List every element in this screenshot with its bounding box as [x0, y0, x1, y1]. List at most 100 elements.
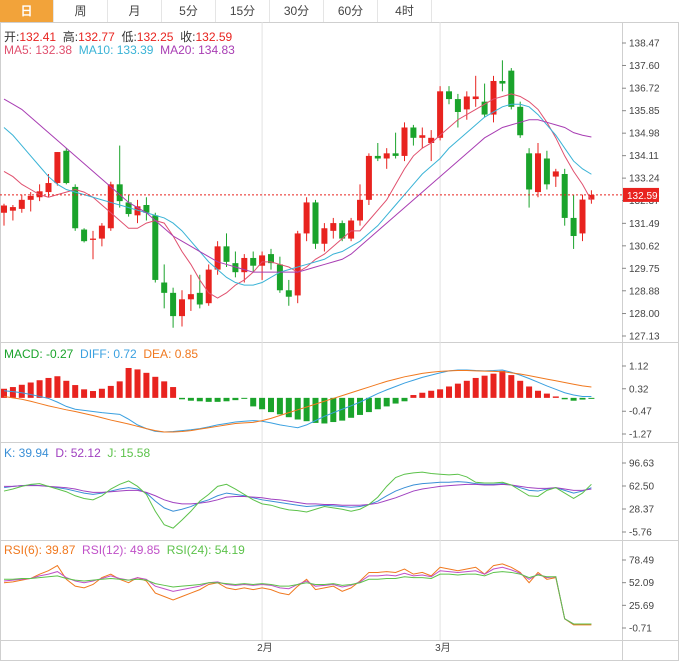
macd-bar	[170, 387, 177, 398]
last-price-tag	[623, 187, 659, 202]
low-value: 132.25	[136, 30, 174, 44]
candle-body	[196, 292, 203, 305]
candle-body	[98, 225, 105, 239]
tab-2[interactable]: 月	[108, 0, 162, 22]
candle-body	[45, 183, 52, 193]
candle-body	[348, 220, 355, 239]
j-line	[3, 471, 592, 529]
tab-0[interactable]: 日	[0, 0, 54, 22]
candle-body	[9, 207, 16, 211]
macd-bar	[552, 396, 559, 398]
candle-body	[481, 101, 488, 115]
macd-bar	[543, 393, 550, 398]
y-tick-label: 78.49	[629, 556, 654, 567]
k-label: K: 39.94	[4, 446, 49, 460]
tab-7[interactable]: 4时	[378, 0, 432, 22]
candle-body	[419, 135, 426, 138]
candle-body	[152, 215, 159, 280]
y-tick-label: 137.60	[629, 61, 660, 72]
y-tick-label: 128.88	[629, 286, 660, 297]
macd-bar	[107, 385, 114, 398]
macd-bar	[517, 380, 524, 398]
y-tick-label: 130.62	[629, 241, 660, 252]
y-tick-label: 136.72	[629, 84, 660, 95]
macd-bar	[374, 397, 381, 410]
macd-bar	[214, 397, 221, 402]
macd-bar	[36, 380, 43, 398]
y-tick-label: 133.24	[629, 174, 660, 185]
macd-bar	[330, 397, 337, 423]
candle-body	[330, 223, 337, 231]
candle-body	[428, 137, 435, 143]
close-value: 132.59	[195, 30, 233, 44]
ma10-line	[3, 103, 592, 286]
macd-bar	[508, 375, 515, 398]
y-tick-label: 129.75	[629, 264, 660, 275]
y-tick-label: -0.47	[629, 407, 652, 418]
macd-bar	[187, 397, 194, 401]
d-label: D: 52.12	[55, 446, 101, 460]
macd-bar	[179, 397, 185, 400]
macd-bar	[535, 390, 541, 398]
open-value: 132.41	[19, 30, 57, 44]
candle-body	[570, 217, 577, 237]
tab-6[interactable]: 60分	[324, 0, 378, 22]
candle-body	[357, 199, 363, 221]
tab-3[interactable]: 5分	[162, 0, 216, 22]
candle-body	[72, 186, 79, 229]
diff-label: DIFF: 0.72	[80, 347, 137, 361]
macd-bar	[134, 369, 141, 398]
low-label: 低:	[121, 30, 137, 44]
candle-body	[588, 194, 595, 200]
candle-body	[232, 263, 239, 273]
candle-body	[250, 257, 257, 266]
y-tick-label: 1.12	[629, 362, 649, 373]
y-tick-label: 131.49	[629, 219, 660, 230]
macd-bar	[1, 388, 7, 398]
k-line	[3, 481, 592, 512]
kdj-info: K: 39.94 D: 52.12 J: 15.58	[4, 446, 150, 460]
candle-body	[543, 158, 550, 185]
candle-body	[303, 202, 310, 234]
candle-body	[116, 184, 123, 202]
candle-body	[259, 255, 266, 266]
macd-bar	[45, 377, 52, 398]
candle-body	[90, 238, 96, 240]
macd-bar	[428, 390, 435, 398]
macd-bar	[72, 385, 79, 398]
candle-body	[499, 80, 506, 84]
candle-body	[179, 299, 185, 317]
candle-body	[517, 106, 524, 136]
candle-body	[339, 223, 346, 239]
macd-bar	[54, 376, 61, 398]
y-tick-label: 0.32	[629, 384, 649, 395]
macd-bar	[365, 397, 372, 413]
candle-body	[125, 202, 132, 215]
rsi12-label: RSI(12): 49.85	[82, 543, 161, 557]
last-price-label: 132.59	[627, 191, 658, 202]
macd-bar	[152, 376, 159, 398]
macd-bar	[446, 386, 452, 398]
macd-bar	[579, 397, 586, 400]
y-tick-label: 28.37	[629, 505, 654, 516]
candle-body	[170, 292, 177, 317]
macd-bar	[205, 397, 212, 402]
y-tick-label: 52.09	[629, 578, 654, 589]
macd-bar	[241, 397, 248, 399]
y-tick-label: -1.27	[629, 430, 652, 441]
tab-4[interactable]: 15分	[216, 0, 270, 22]
macd-bar	[526, 386, 533, 398]
d-line	[4, 483, 592, 506]
candle-body	[579, 199, 586, 234]
y-tick-label: 127.13	[629, 332, 660, 343]
tab-5[interactable]: 30分	[270, 0, 324, 22]
macd-bar	[561, 397, 568, 400]
macd-bar	[90, 391, 96, 398]
y-tick-label: 138.47	[629, 39, 660, 50]
tab-1[interactable]: 周	[54, 0, 108, 22]
candle-body	[410, 127, 417, 138]
candle-body	[312, 202, 319, 244]
candle-body	[63, 150, 70, 184]
candle-body	[223, 246, 230, 262]
candle-body	[161, 282, 168, 293]
